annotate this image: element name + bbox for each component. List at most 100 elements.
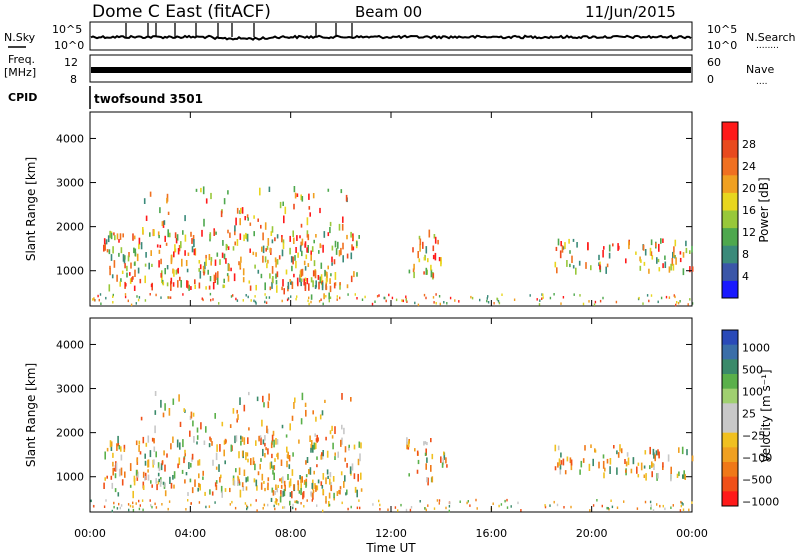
scatter-cell bbox=[379, 508, 381, 511]
scatter-cell bbox=[329, 221, 332, 227]
scatter-cell bbox=[347, 507, 349, 511]
scatter-cell bbox=[606, 458, 609, 464]
scatter-cell bbox=[240, 256, 242, 263]
scatter-cell bbox=[357, 458, 360, 466]
scatter-cell bbox=[198, 282, 201, 289]
scatter-cell bbox=[417, 459, 420, 465]
scatter-cell bbox=[190, 231, 192, 237]
scatter-cell bbox=[285, 434, 288, 438]
scatter-cell bbox=[315, 416, 317, 422]
scatter-cell bbox=[210, 438, 212, 442]
scatter-cell bbox=[234, 225, 236, 232]
scatter-cell bbox=[267, 238, 270, 246]
scatter-cell bbox=[419, 238, 422, 246]
scatter-cell bbox=[282, 476, 284, 484]
scatter-cell bbox=[294, 500, 296, 503]
scatter-cell bbox=[173, 269, 175, 277]
scatter-cell bbox=[105, 499, 107, 502]
scatter-cell bbox=[192, 235, 195, 242]
scatter-cell bbox=[418, 235, 421, 240]
scatter-cell bbox=[244, 502, 247, 505]
scatter-cell bbox=[104, 451, 106, 460]
scatter-cell bbox=[673, 246, 675, 253]
scatter-cell bbox=[541, 297, 543, 300]
scatter-cell bbox=[384, 296, 386, 300]
scatter-cell bbox=[210, 257, 213, 262]
scatter-cell bbox=[657, 258, 660, 263]
scatter-cell bbox=[224, 460, 226, 465]
scatter-cell bbox=[339, 486, 342, 490]
scatter-cell bbox=[186, 268, 189, 273]
date-title: 11/Jun/2015 bbox=[585, 3, 676, 21]
scatter-cell bbox=[325, 501, 327, 504]
scatter-cell bbox=[155, 478, 157, 484]
scatter-cell bbox=[172, 475, 174, 480]
scatter-cell bbox=[93, 298, 96, 302]
scatter-cell bbox=[276, 271, 279, 278]
scatter-cell bbox=[270, 442, 273, 449]
scatter-cell bbox=[191, 246, 194, 253]
scatter-cell bbox=[116, 274, 118, 282]
scatter-cell bbox=[322, 302, 324, 306]
scatter-cell bbox=[300, 278, 303, 282]
scatter-cell bbox=[435, 302, 437, 305]
scatter-cell bbox=[304, 241, 307, 247]
scatter-cell bbox=[180, 280, 182, 288]
freq-panel: Freq. [MHz] 12 8 60 0 Nave .... bbox=[4, 53, 774, 87]
scatter-cell bbox=[544, 505, 547, 509]
scatter-cell bbox=[332, 476, 335, 482]
scatter-cell bbox=[282, 239, 285, 244]
scatter-cell bbox=[213, 274, 216, 282]
scatter-cell bbox=[113, 501, 115, 505]
scatter-cell bbox=[111, 509, 113, 513]
scatter-cell bbox=[142, 508, 144, 512]
scatter-cell bbox=[114, 488, 117, 493]
scatter-cell bbox=[192, 420, 194, 427]
scatter-cell bbox=[289, 235, 291, 242]
scatter-cell bbox=[410, 506, 413, 509]
scatter-cell bbox=[493, 302, 495, 305]
scatter-cell bbox=[194, 479, 196, 487]
scatter-cell bbox=[301, 392, 304, 401]
scatter-cell bbox=[432, 245, 435, 252]
scatter-cell bbox=[209, 489, 211, 495]
scatter-cell bbox=[687, 303, 689, 306]
scatter-cell bbox=[226, 244, 228, 249]
scatter-cell bbox=[407, 445, 410, 450]
scatter-cell bbox=[346, 234, 348, 240]
scatter-cell bbox=[210, 192, 212, 200]
scatter-cell bbox=[215, 466, 218, 470]
scatter-cell bbox=[662, 263, 664, 269]
scatter-cell bbox=[291, 491, 293, 499]
scatter-cell bbox=[264, 435, 266, 441]
power-colorbar-label: Power [dB] bbox=[757, 177, 771, 242]
scatter-cell bbox=[103, 238, 106, 245]
scatter-cell bbox=[234, 229, 236, 236]
scatter-cell bbox=[93, 505, 95, 508]
scatter-cell bbox=[388, 293, 390, 297]
scatter-cell bbox=[638, 296, 640, 300]
scatter-cell bbox=[262, 507, 264, 510]
scatter-cell bbox=[582, 302, 585, 306]
scatter-cell bbox=[427, 504, 429, 507]
scatter-cell bbox=[279, 478, 281, 482]
scatter-cell bbox=[299, 274, 301, 283]
scatter-cell bbox=[467, 500, 469, 503]
scatter-cell bbox=[157, 472, 160, 477]
scatter-cell bbox=[328, 299, 330, 303]
scatter-cell bbox=[658, 267, 661, 272]
scatter-cell bbox=[566, 456, 569, 462]
scatter-cell bbox=[223, 198, 226, 205]
scatter-cell bbox=[602, 296, 604, 300]
scatter-cell bbox=[133, 247, 135, 254]
scatter-cell bbox=[289, 423, 291, 431]
scatter-cell bbox=[432, 296, 435, 299]
scatter-cell bbox=[154, 502, 156, 506]
scatter-cell bbox=[160, 399, 162, 408]
scatter-cell bbox=[236, 418, 238, 423]
y-tick-label: 3000 bbox=[56, 383, 84, 396]
scatter-cell bbox=[309, 212, 311, 217]
scatter-cell bbox=[430, 264, 432, 271]
scatter-cell bbox=[138, 499, 140, 503]
scatter-cell bbox=[448, 509, 450, 513]
